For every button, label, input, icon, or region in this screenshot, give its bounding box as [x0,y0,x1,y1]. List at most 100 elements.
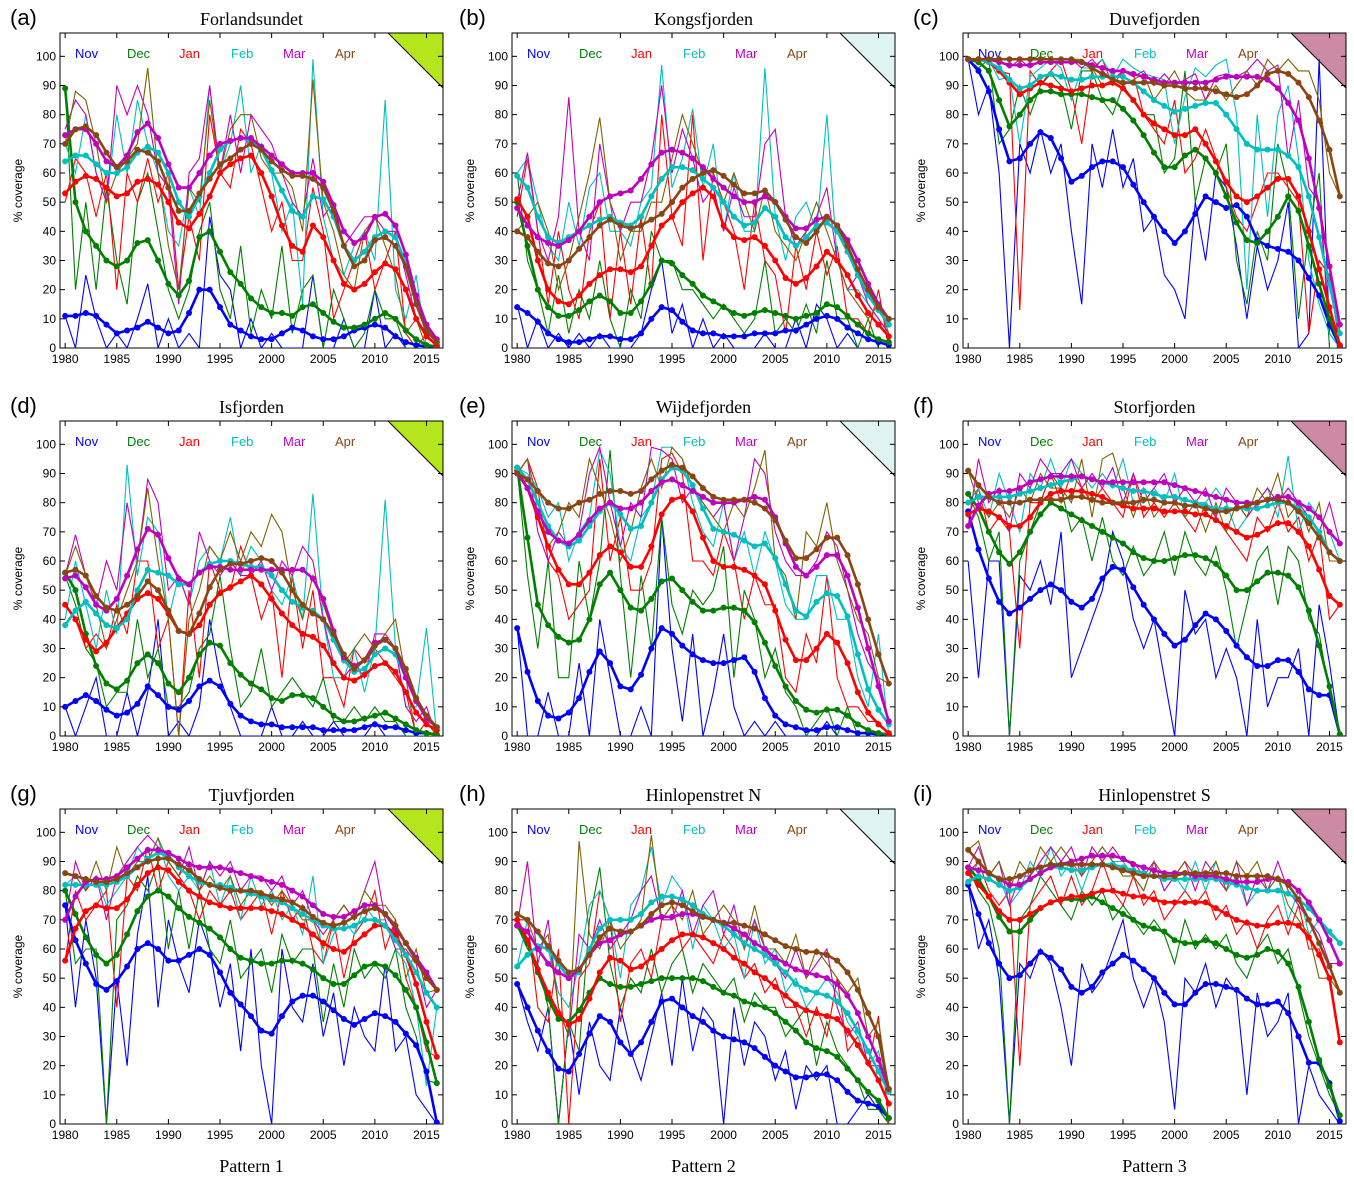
point-jan [93,648,100,655]
point-dec [268,310,275,316]
point-dec [1192,146,1199,153]
point-apr [813,948,820,955]
point-mar [844,992,851,999]
point-jan [792,657,799,664]
point-apr [289,172,296,179]
point-apr [413,695,420,702]
point-jan [996,514,1003,521]
point-apr [1150,496,1157,503]
point-jan [854,292,861,299]
point-feb [62,622,69,629]
point-dec [1078,91,1085,98]
point-feb [1047,70,1054,77]
point-apr [761,187,768,194]
x-tick-label: 1985 [555,352,582,366]
point-jan [278,911,285,917]
x-tick-label: 1990 [155,740,182,754]
point-dec [1181,552,1188,559]
x-tick-label: 2010 [814,740,841,754]
point-mar [689,488,696,494]
point-nov [1068,178,1075,185]
point-mar [1027,62,1034,69]
x-tick-label: 1980 [504,352,531,366]
point-feb [834,593,841,599]
point-apr [1150,79,1157,86]
point-apr [834,222,841,229]
point-dec [186,277,193,284]
point-jan [658,946,665,952]
point-dec [1130,549,1137,556]
point-nov [1295,668,1302,675]
point-nov [237,1001,244,1008]
point-feb [638,911,645,917]
point-apr [340,651,347,658]
point-mar [534,946,541,952]
point-dec [320,703,327,710]
point-nov [1047,581,1054,588]
point-dec [996,913,1003,920]
point-dec [965,490,972,497]
point-apr [627,928,634,935]
legend-entry-dec: Dec [1030,46,1054,61]
point-apr [865,616,872,623]
point-dec [413,1004,420,1011]
y-tick-label: 70 [495,913,509,927]
point-nov [423,1068,430,1075]
point-nov [607,660,614,667]
point-dec [1016,549,1023,556]
point-jan [330,257,337,264]
point-nov [1254,663,1261,669]
point-mar [1233,878,1240,885]
point-nov [278,1013,285,1020]
point-mar [278,161,285,168]
raw-line-feb [64,464,438,736]
point-jan [299,922,306,929]
point-nov [289,324,296,331]
point-mar [1058,473,1065,480]
point-feb [144,566,151,573]
y-axis-label: % coverage [463,934,477,998]
point-nov [1223,628,1230,634]
point-mar [813,216,820,223]
point-jan [227,584,234,591]
point-mar [638,499,645,506]
point-jan [803,275,810,281]
point-apr [1130,870,1137,877]
point-nov [545,712,552,719]
point-dec [648,280,655,287]
point-apr [710,916,717,923]
point-apr [433,339,440,346]
point-nov [289,998,296,1005]
point-jan [258,905,265,912]
point-apr [392,645,399,652]
point-jan [617,957,624,964]
y-tick-label: 0 [952,729,959,743]
point-feb [93,610,100,617]
point-apr [996,499,1003,506]
point-jan [144,870,151,877]
point-nov [1171,1001,1178,1008]
point-apr [741,496,748,503]
point-apr [382,636,389,643]
point-apr [351,665,358,672]
point-apr [669,199,676,206]
point-mar [669,913,676,920]
point-jan [607,954,614,961]
point-jan [1336,342,1343,348]
point-apr [751,499,758,506]
point-mar [865,1033,872,1040]
plot-area [514,835,892,1124]
point-feb [658,175,665,182]
point-mar [1295,887,1302,894]
x-tick-label: 1980 [52,740,79,754]
plot-area [514,445,892,736]
point-jan [576,292,583,299]
x-tick-label: 1985 [1006,1128,1033,1142]
point-apr [289,899,296,906]
point-apr [524,916,531,923]
point-mar [761,496,768,503]
point-dec [1243,237,1250,244]
point-dec [865,1088,872,1095]
point-mar [617,505,624,512]
point-feb [648,499,655,506]
